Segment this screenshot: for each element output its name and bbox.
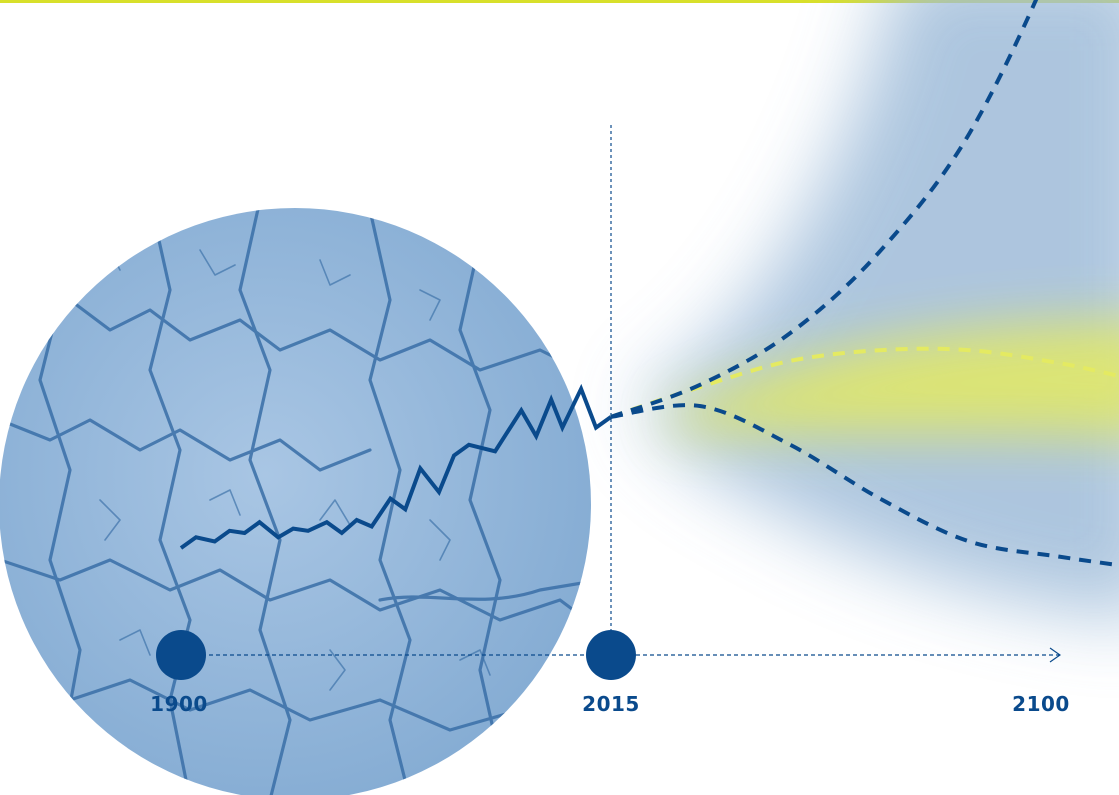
projection-low-series-line — [610, 403, 1119, 568]
year-label-2015: 2015 — [582, 692, 640, 716]
projection-high-series-line — [610, 0, 1039, 419]
timeline-marker-1900 — [156, 630, 206, 680]
top-accent-bar — [0, 0, 1119, 3]
cracked-earth-icon — [0, 208, 591, 795]
projection-haze — [640, 0, 1119, 617]
temperature-series — [179, 0, 1119, 568]
historical-series-line — [179, 383, 613, 550]
year-label-1900: 1900 — [150, 692, 208, 716]
year-label-2100: 2100 — [1012, 692, 1070, 716]
timeline-marker-2015 — [586, 630, 636, 680]
